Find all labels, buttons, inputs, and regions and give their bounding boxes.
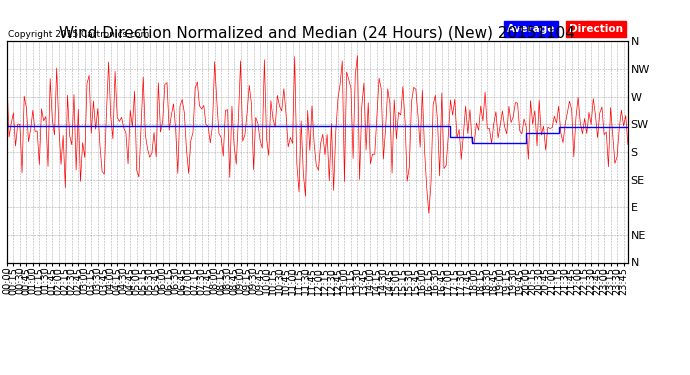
Text: Average: Average (506, 24, 555, 34)
Text: Copyright 2015 Cartronics.com: Copyright 2015 Cartronics.com (8, 30, 149, 39)
Title: Wind Direction Normalized and Median (24 Hours) (New) 20151104: Wind Direction Normalized and Median (24… (59, 25, 575, 40)
Text: Direction: Direction (569, 24, 623, 34)
